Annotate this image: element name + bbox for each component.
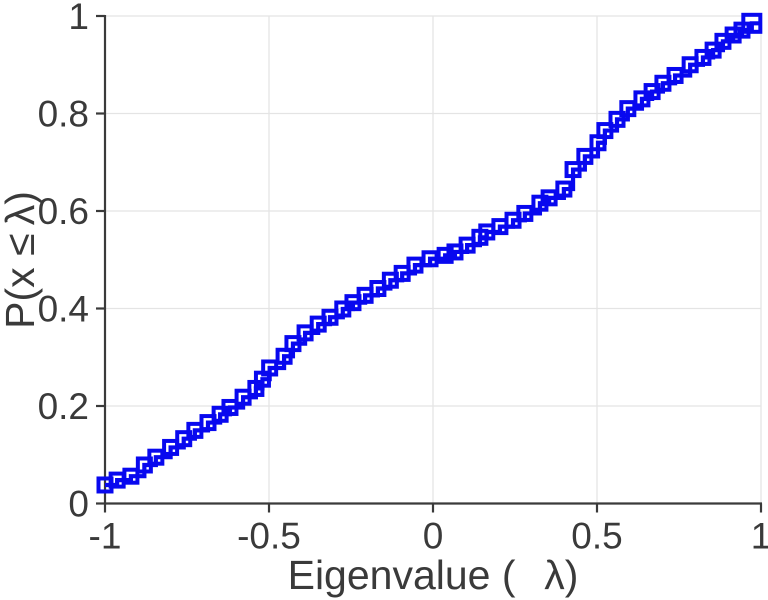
x-tick-label: 0 [423,516,444,557]
data-point-square-marker [608,110,626,128]
y-tick-label: 0 [68,484,89,525]
data-point-square-marker [666,66,684,84]
x-tick-label: 1 [751,516,768,557]
y-tick-label: 1 [68,0,89,37]
y-tick-labels: 0 0.2 0.4 0.6 0.8 1 [38,0,89,525]
tick-marks [96,14,763,513]
data-point-square-marker [221,398,239,416]
x-tick-labels: -1 -0.5 0 0.5 1 [89,516,768,557]
x-tick-label: -0.5 [237,516,301,557]
data-point-square-marker [234,388,252,406]
data-point-square-marker [741,12,763,34]
data-point-square-marker [406,256,424,274]
y-tick-label: 0.2 [38,386,89,427]
data-point-square-marker [516,204,534,222]
x-tick-label: -1 [89,516,122,557]
y-tick-label: 0.4 [38,289,89,330]
data-point-square-marker [421,250,439,268]
y-axis-label: P(x ≤ λ) [0,191,43,329]
data-point-square-marker [704,41,722,59]
data-point-square-marker [261,359,279,377]
data-point-square-marker [540,189,558,207]
data-point-square-marker [162,438,180,456]
data-point-square-marker [147,448,165,466]
x-tick-label: 0.5 [571,516,622,557]
data-point-square-marker [596,122,614,140]
data-point-square-marker [555,180,573,198]
data-point-square-marker [275,347,293,365]
y-tick-label: 0.6 [38,191,89,232]
ecdf-series [96,12,763,494]
data-point-square-marker [436,246,454,264]
data-point-square-marker [122,467,140,485]
y-tick-label: 0.8 [38,94,89,135]
data-point-square-marker [619,100,637,118]
data-point-square-marker [296,324,314,342]
data-point-square-marker [564,161,582,179]
data-point-square-marker [284,335,302,353]
data-point-square-marker [576,147,594,165]
x-axis-label: Eigenvalue ( λ) [288,552,579,598]
